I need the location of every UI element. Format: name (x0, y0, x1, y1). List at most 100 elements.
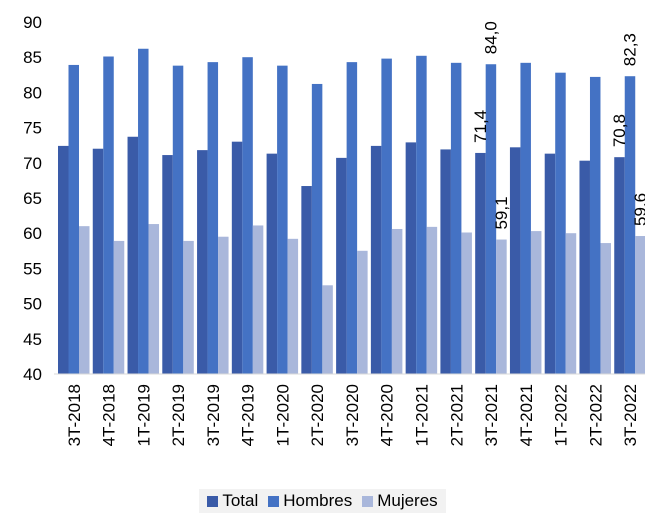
x-tick-label: 1T-2022 (552, 384, 571, 446)
y-tick-label: 60 (23, 224, 42, 243)
bar-hombres-3t-2019 (207, 62, 219, 374)
data-labels-group: 71,4 84,0 59,1 70,8 82,3 59,6 (471, 21, 645, 229)
data-label: 59,6 (631, 193, 645, 226)
bar-total-3t-2022 (614, 157, 625, 374)
bar-total-4t-2020 (370, 145, 382, 374)
bar-mujeres-1t-2021 (426, 226, 438, 374)
legend-box: Total Hombres Mujeres (199, 489, 446, 513)
bar-mujeres-4t-2021 (530, 231, 542, 374)
bar-mujeres-3t-2021 (496, 239, 507, 374)
y-tick-label: 80 (23, 83, 42, 102)
x-tick-label: 2T-2021 (447, 384, 466, 446)
x-tick-label: 3T-2020 (343, 384, 362, 446)
y-tick-label: 55 (23, 259, 42, 278)
legend-label: Mujeres (377, 491, 438, 510)
bar-total-3t-2019 (197, 150, 208, 374)
x-tick-label: 4T-2020 (378, 384, 397, 446)
x-tick-label: 4T-2018 (100, 384, 119, 446)
data-label: 84,0 (481, 21, 500, 54)
legend-item-total: Total (207, 491, 258, 511)
legend: Total Hombres Mujeres (0, 488, 645, 514)
bar-hombres-2t-2020 (311, 83, 323, 374)
y-tick-label: 85 (23, 48, 42, 67)
bar-mujeres-2t-2022 (600, 243, 611, 374)
bar-hombres-4t-2020 (381, 58, 392, 375)
data-label: 82,3 (620, 33, 639, 66)
y-tick-label: 75 (23, 119, 42, 138)
y-tick-label: 50 (23, 295, 42, 314)
bar-hombres-3t-2021 (485, 64, 497, 375)
bar-total-1t-2021 (405, 142, 417, 374)
bar-hombres-1t-2019 (138, 48, 149, 374)
x-tick-label: 3T-2022 (621, 384, 640, 446)
legend-label: Hombres (283, 491, 353, 510)
bar-hombres-4t-2021 (520, 62, 531, 374)
bars-group (58, 48, 645, 375)
bar-hombres-2t-2019 (172, 65, 184, 375)
y-tick-label: 70 (23, 154, 42, 173)
bar-hombres-3t-2022 (624, 76, 636, 375)
bar-total-4t-2021 (509, 147, 521, 374)
bar-hombres-1t-2022 (555, 72, 566, 374)
x-tick-label: 2T-2020 (308, 384, 327, 446)
bar-mujeres-3t-2019 (218, 236, 229, 374)
bar-hombres-4t-2019 (242, 57, 253, 374)
bar-total-4t-2018 (92, 148, 104, 374)
bar-total-1t-2020 (266, 153, 278, 374)
data-label: 71,4 (471, 110, 490, 143)
bar-mujeres-4t-2019 (252, 225, 264, 374)
x-tick-label: 3T-2018 (65, 384, 84, 446)
x-tick-label: 2T-2019 (169, 384, 188, 446)
bar-mujeres-1t-2022 (565, 233, 577, 374)
data-label: 59,1 (492, 196, 511, 229)
bar-mujeres-4t-2020 (391, 228, 403, 374)
x-tick-label: 3T-2021 (482, 384, 501, 446)
legend-label: Total (222, 491, 259, 510)
y-axis: 40 45 50 55 60 65 70 75 80 85 90 (23, 13, 42, 384)
legend-swatch (362, 495, 374, 507)
bar-mujeres-3t-2018 (79, 226, 90, 374)
bar-mujeres-2t-2021 (461, 232, 472, 374)
y-tick-label: 90 (23, 13, 42, 32)
bar-hombres-2t-2022 (589, 76, 601, 374)
bar-total-2t-2022 (579, 160, 590, 374)
bar-mujeres-4t-2018 (113, 240, 125, 374)
y-tick-label: 45 (23, 330, 42, 349)
bar-total-3t-2020 (336, 157, 347, 374)
bar-total-3t-2021 (475, 152, 486, 374)
x-axis: 3T-2018 4T-2018 1T-2019 2T-2019 3T-2019 4T-20… (54, 373, 645, 446)
bar-mujeres-3t-2022 (635, 236, 645, 374)
bar-total-1t-2019 (127, 136, 139, 374)
data-label: 70,8 (610, 114, 629, 147)
x-tick-label: 1T-2019 (134, 384, 153, 446)
bar-hombres-3t-2020 (346, 62, 358, 374)
legend-item-hombres: Hombres (268, 491, 352, 511)
bar-hombres-3t-2018 (68, 64, 79, 374)
x-tick-label: 4T-2019 (239, 384, 258, 446)
bar-mujeres-1t-2019 (148, 224, 160, 374)
bar-total-1t-2022 (544, 153, 556, 374)
bar-mujeres-1t-2020 (287, 238, 299, 374)
bar-mujeres-2t-2020 (322, 285, 333, 374)
bar-hombres-4t-2018 (103, 56, 114, 374)
bar-hombres-1t-2021 (416, 55, 427, 374)
x-tick-label: 1T-2021 (413, 384, 432, 446)
legend-item-mujeres: Mujeres (362, 491, 438, 511)
legend-swatch (268, 495, 280, 507)
bar-total-3t-2018 (58, 145, 69, 374)
bar-total-2t-2021 (440, 149, 451, 374)
bar-total-2t-2020 (301, 186, 312, 374)
bar-total-2t-2019 (162, 155, 173, 374)
x-tick-label: 4T-2021 (517, 384, 536, 446)
bar-mujeres-2t-2019 (183, 240, 194, 374)
bar-mujeres-3t-2020 (357, 250, 368, 374)
legend-swatch (207, 495, 219, 507)
y-tick-label: 65 (23, 189, 42, 208)
x-tick-label: 1T-2020 (273, 384, 292, 446)
bar-total-4t-2019 (231, 141, 243, 374)
bar-hombres-1t-2020 (277, 65, 288, 375)
x-tick-label: 3T-2019 (204, 384, 223, 446)
x-tick-label: 2T-2022 (586, 384, 605, 446)
